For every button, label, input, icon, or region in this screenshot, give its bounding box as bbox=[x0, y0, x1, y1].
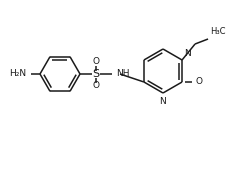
Text: H₂N: H₂N bbox=[9, 69, 26, 78]
Text: H₃C: H₃C bbox=[209, 27, 225, 36]
Text: NH: NH bbox=[115, 69, 129, 78]
Text: N: N bbox=[159, 97, 166, 106]
Text: O: O bbox=[92, 57, 99, 66]
Text: N: N bbox=[183, 49, 190, 58]
Text: S: S bbox=[92, 69, 99, 79]
Text: O: O bbox=[92, 81, 99, 91]
Text: O: O bbox=[194, 78, 201, 87]
